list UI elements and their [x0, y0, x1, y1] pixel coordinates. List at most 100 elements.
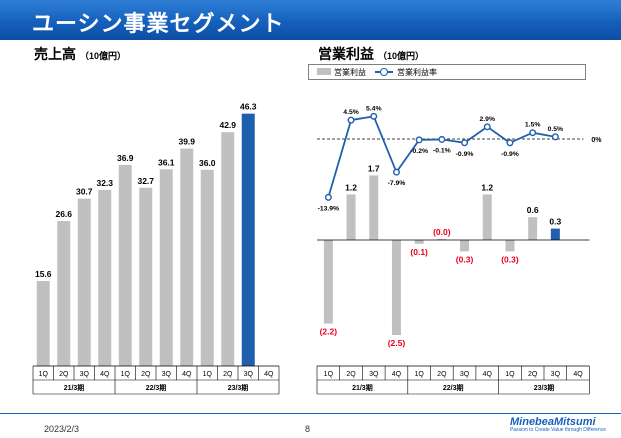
category-tick-label: 3Q	[80, 371, 90, 378]
sales-value-label: 36.0	[199, 158, 216, 168]
sales-value-label: 36.1	[158, 157, 175, 167]
category-tick-label: 4Q	[182, 371, 192, 378]
sales-value-label: 32.7	[137, 176, 154, 186]
category-tick-label: 2Q	[346, 371, 356, 378]
category-tick-label: 1Q	[39, 371, 49, 378]
profit-bar	[391, 240, 401, 335]
margin-point	[483, 123, 491, 131]
category-tick-label: 1Q	[505, 371, 515, 378]
profit-value-label: 1.2	[481, 182, 493, 192]
margin-value-label: 5.4%	[366, 105, 382, 112]
profit-value-label: 0.6	[527, 205, 539, 215]
category-tick-label: 4Q	[483, 371, 493, 378]
profit-value-label: 1.2	[345, 182, 357, 192]
profit-value-label: (0.3)	[456, 254, 474, 264]
group-label: 22/3期	[146, 383, 167, 392]
category-tick-label: 2Q	[59, 371, 69, 378]
footer-date: 2023/2/3	[44, 424, 80, 434]
profit-value-label: (0.0)	[433, 227, 451, 237]
margin-value-label: 1.5%	[525, 122, 541, 129]
profit-value-label: 1.7	[368, 163, 380, 173]
group-label: 21/3期	[352, 383, 373, 392]
group-label: 23/3期	[534, 383, 555, 392]
category-tick-label: 4Q	[100, 371, 110, 378]
margin-value-label: 0.5%	[548, 126, 564, 133]
category-tick-label: 1Q	[203, 371, 213, 378]
category-tick-label: 1Q	[414, 371, 424, 378]
operating-chart-title: 営業利益 （10億円）	[318, 44, 424, 64]
margin-value-label: -0.1%	[433, 147, 451, 154]
group-label: 23/3期	[228, 383, 249, 392]
group-label: 21/3期	[64, 383, 85, 392]
profit-bar	[369, 175, 379, 240]
sales-value-label: 32.3	[96, 178, 113, 188]
profit-value-label: (2.5)	[388, 338, 406, 348]
category-tick-label: 2Q	[141, 371, 151, 378]
sales-bar	[57, 221, 71, 366]
category-tick-label: 3Q	[460, 371, 470, 378]
margin-point	[347, 116, 355, 124]
logo-tagline: Passion to Create Value through Differen…	[510, 427, 606, 433]
margin-point	[370, 112, 378, 120]
margin-point	[529, 129, 537, 137]
sales-unit: （10億円）	[80, 51, 127, 61]
profit-bar	[482, 194, 492, 240]
category-tick-label: 3Q	[551, 371, 561, 378]
page-number: 8	[305, 424, 311, 434]
profit-value-label: (0.1)	[410, 247, 428, 257]
profit-value-label: 0.3	[549, 217, 561, 227]
category-tick-label: 3Q	[369, 371, 379, 378]
sales-value-label: 26.6	[55, 209, 72, 219]
category-tick-label: 4Q	[264, 371, 274, 378]
sales-bar	[77, 198, 91, 366]
margin-point	[438, 135, 446, 143]
category-tick-label: 3Q	[244, 371, 254, 378]
category-tick-label: 4Q	[392, 371, 402, 378]
sales-bar	[98, 189, 112, 366]
company-logo: MinebeaMitsumi Passion to Create Value t…	[510, 416, 606, 433]
sales-value-label: 42.9	[219, 120, 236, 130]
category-tick-label: 3Q	[162, 371, 172, 378]
category-tick-label: 4Q	[573, 371, 583, 378]
profit-bar	[460, 240, 470, 252]
category-tick-label: 1Q	[121, 371, 131, 378]
sales-value-label: 39.9	[178, 137, 195, 147]
margin-value-label: -7.9%	[388, 180, 406, 187]
operating-title-text: 営業利益	[318, 46, 374, 62]
operating-legend: 営業利益 営業利益率	[308, 64, 586, 80]
sales-title-text: 売上高	[34, 46, 76, 62]
margin-value-label: -0.9%	[501, 151, 519, 158]
legend-bar-swatch	[317, 68, 331, 75]
sales-value-label: 30.7	[76, 187, 93, 197]
sales-bar	[36, 280, 50, 366]
legend-marker-swatch	[380, 68, 388, 76]
sales-bar	[241, 113, 255, 366]
margin-value-label: 4.5%	[343, 109, 359, 116]
sales-bar	[221, 132, 235, 366]
profit-value-label: (2.2)	[320, 327, 338, 337]
sales-value-label: 36.9	[117, 153, 134, 163]
sales-bar	[139, 187, 153, 366]
sales-bar	[200, 169, 214, 366]
margin-point	[415, 136, 423, 144]
sales-value-label: 15.6	[35, 269, 52, 279]
margin-value-label: -13.9%	[318, 205, 340, 212]
margin-value-label: -0.9%	[456, 151, 474, 158]
profit-bar	[346, 194, 356, 240]
margin-value-label: -0.2%	[410, 148, 428, 155]
operating-unit: （10億円）	[378, 51, 425, 61]
sales-value-label: 46.3	[240, 102, 257, 112]
profit-bar	[505, 240, 515, 252]
profit-bar	[323, 240, 333, 324]
profit-bar	[437, 239, 447, 240]
margin-point	[392, 168, 400, 176]
profit-bar	[414, 240, 424, 244]
header-banner: ユーシン事業セグメント	[0, 0, 621, 40]
margin-point	[551, 133, 559, 141]
profit-bar	[550, 228, 560, 240]
margin-value-label: 2.9%	[480, 116, 496, 123]
page-title: ユーシン事業セグメント	[32, 11, 285, 36]
margin-point	[506, 139, 514, 147]
